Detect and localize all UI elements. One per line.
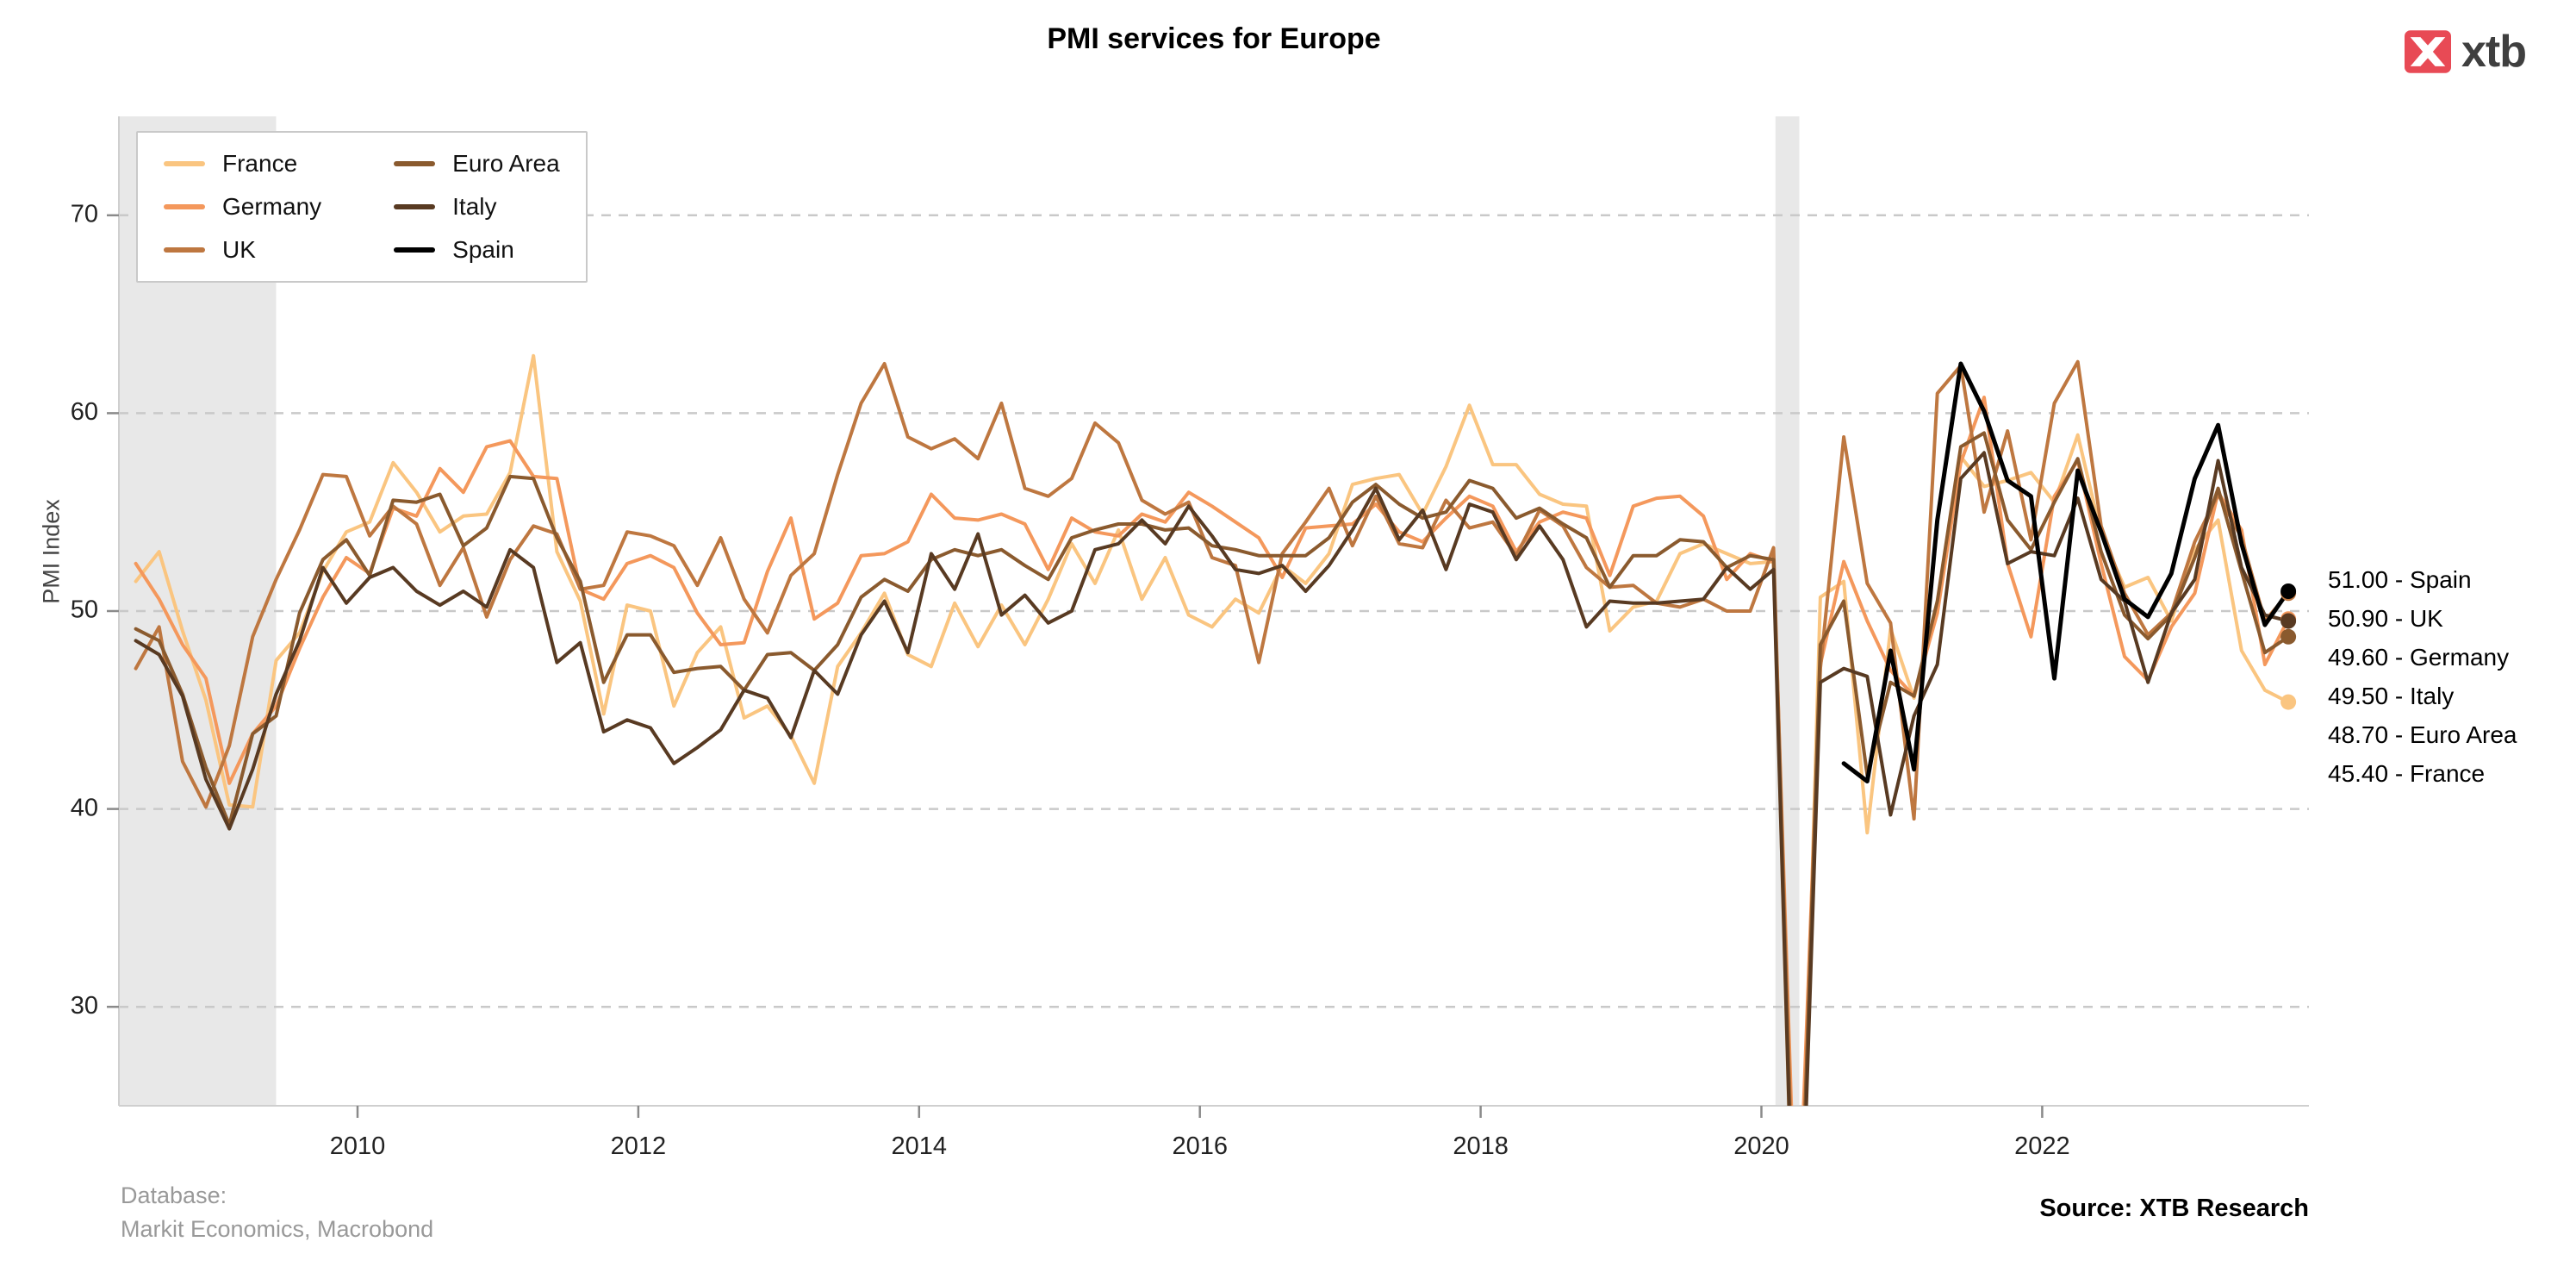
x-tick-label: 2018 (1453, 1132, 1509, 1160)
end-dot-spain (2280, 583, 2297, 599)
series-line-euro-area (134, 431, 2291, 1106)
series-line-italy (134, 451, 2291, 1106)
x-tick-label: 2010 (330, 1132, 386, 1160)
y-tick-label: 70 (71, 200, 98, 228)
y-tick-label: 60 (71, 398, 98, 426)
y-tick-label: 40 (71, 794, 98, 821)
legend-swatch (164, 247, 205, 253)
end-label: 51.00 - Spain (2328, 566, 2472, 593)
end-label: 45.40 - France (2328, 760, 2486, 787)
end-label: 50.90 - UK (2328, 605, 2443, 632)
x-tick-label: 2020 (1733, 1132, 1789, 1160)
legend-swatch (394, 204, 436, 209)
legend-label: UK (222, 236, 256, 263)
xtb-logo: xtb (2405, 26, 2527, 78)
end-label: 48.70 - Euro Area (2328, 721, 2517, 748)
x-tick-label: 2014 (892, 1132, 948, 1160)
legend-item-italy: Italy (394, 193, 560, 221)
legend-label: Germany (222, 193, 322, 220)
series-line-germany (134, 396, 2291, 1106)
legend-item-france: France (164, 150, 321, 178)
end-dot-france (2280, 694, 2297, 710)
page-title: PMI services for Europe (1047, 22, 1381, 55)
legend-item-germany: Germany (164, 193, 321, 221)
chart-legend: France Germany UK Euro Area Italy Spain (136, 131, 588, 283)
x-tick-label: 2022 (2014, 1132, 2070, 1160)
series-line-spain (1841, 361, 2291, 783)
x-tick-label: 2012 (611, 1132, 667, 1160)
source-credit: Source: XTB Research (2039, 1195, 2309, 1222)
database-credit-line2: Markit Economics, Macrobond (121, 1216, 434, 1242)
legend-label: France (222, 150, 298, 177)
legend-label: Euro Area (452, 150, 560, 177)
y-tick-label: 50 (71, 596, 98, 624)
legend-swatch (164, 161, 205, 166)
database-credit: Database: Markit Economics, Macrobond (121, 1179, 433, 1246)
legend-swatch (394, 247, 436, 253)
legend-item-spain: Spain (394, 236, 560, 264)
legend-label: Spain (452, 236, 514, 263)
legend-swatch (394, 161, 436, 166)
legend-swatch (164, 204, 205, 209)
legend-item-euro-area: Euro Area (394, 150, 560, 178)
database-credit-line1: Database: (121, 1182, 227, 1208)
end-label: 49.60 - Germany (2328, 644, 2510, 671)
series-line-uk (134, 359, 2291, 1106)
xtb-logo-text: xtb (2461, 27, 2527, 77)
y-tick-label: 30 (71, 992, 98, 1020)
end-dot-euro-area (2280, 628, 2297, 645)
end-label: 49.50 - Italy (2328, 683, 2455, 709)
series-end-labels: 51.00 - Spain 50.90 - UK 49.60 - Germany 49… (2328, 560, 2517, 793)
x-tick-label: 2016 (1172, 1132, 1228, 1160)
xtb-logo-icon (2405, 30, 2451, 73)
legend-item-uk: UK (164, 236, 321, 264)
end-dot-italy (2280, 613, 2297, 629)
legend-label: Italy (452, 193, 497, 220)
